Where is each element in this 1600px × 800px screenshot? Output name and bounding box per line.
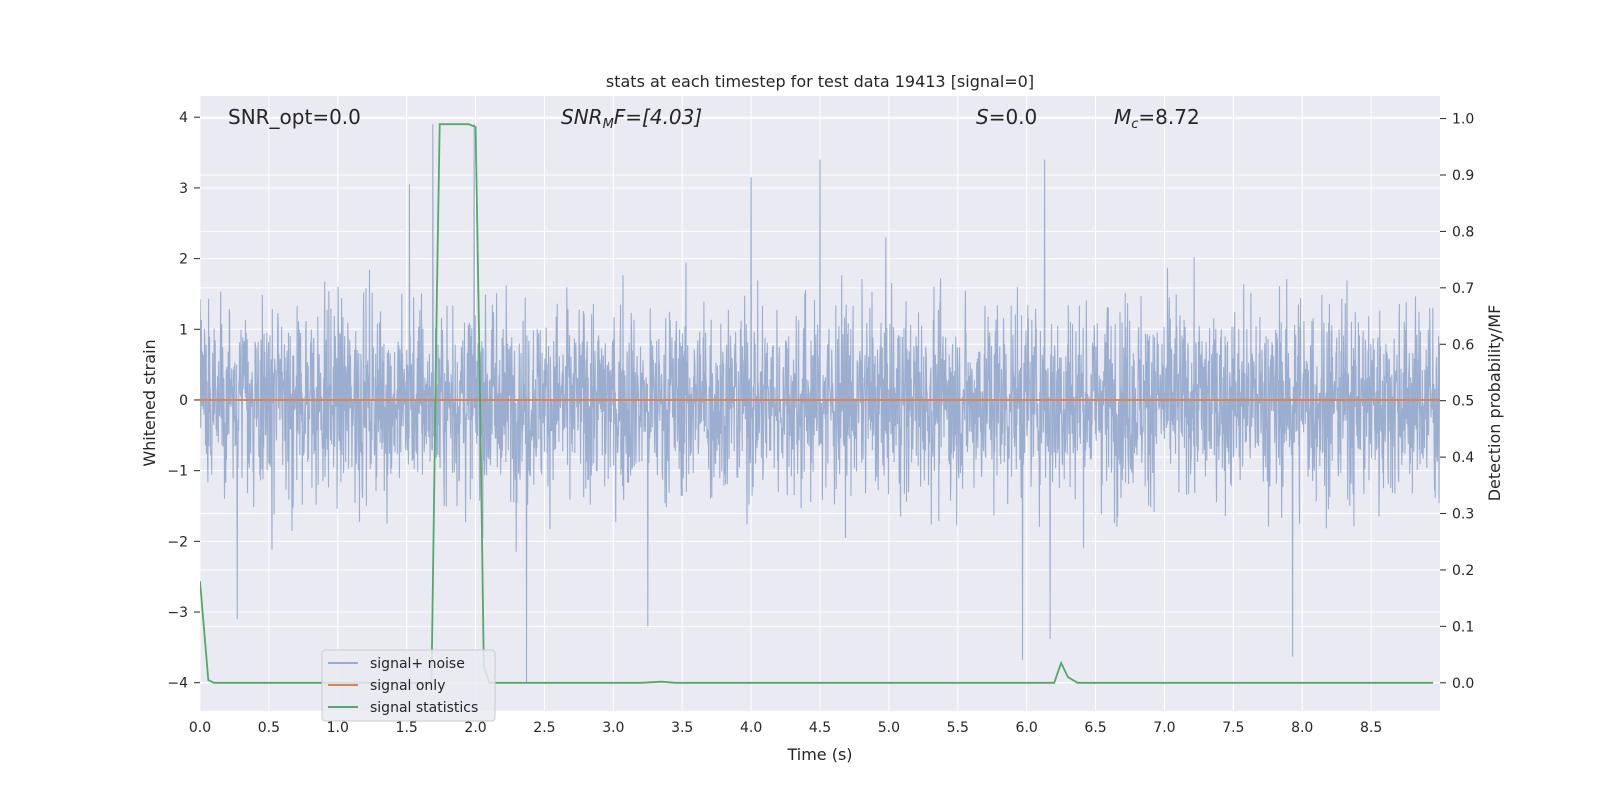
annotation-s-base: S <box>976 105 989 129</box>
signal-noise-line <box>200 124 1440 683</box>
x-tick-label: 8.5 <box>1360 720 1382 736</box>
x-tick-label: 0.0 <box>189 720 211 736</box>
annotation-mc-base: M <box>1114 105 1131 129</box>
annotation-snr-mf: SNRMF=[4.03] <box>561 105 702 132</box>
x-tick-label: 4.5 <box>809 720 831 736</box>
y-left-tick-label: 3 <box>179 181 188 197</box>
x-tick-label: 3.5 <box>671 720 693 736</box>
x-tick-label: 7.5 <box>1222 720 1244 736</box>
legend-box <box>321 649 496 722</box>
annotation-mc-sub: c <box>1131 117 1138 132</box>
y-axis-right-label: Detection probability/MF <box>1485 305 1504 502</box>
chart-title: stats at each timestep for test data 194… <box>606 72 1034 91</box>
annotation-s-rest: =0.0 <box>989 105 1038 129</box>
y-left-tick-label: −3 <box>167 605 188 621</box>
y-right-tick-label: 0.1 <box>1452 619 1474 635</box>
y-left-tick-label: 0 <box>179 393 188 409</box>
y-left-tick-label: −2 <box>167 534 188 550</box>
legend-label-signal-noise: signal+ noise <box>370 656 465 672</box>
x-tick-label: 2.5 <box>533 720 555 736</box>
y-left-tick-label: 1 <box>179 322 188 338</box>
annotation-mc-rest: =8.72 <box>1138 105 1199 129</box>
annotation-snr-mf-rest: F=[4.03] <box>614 105 702 129</box>
y-right-tick-label: 0.0 <box>1452 676 1474 692</box>
y-right-tick-label: 0.2 <box>1452 563 1474 579</box>
y-axis-right-ticks: 1.0 0.9 0.8 0.7 0.6 0.5 0.4 0.3 0.2 0.1 0.0 <box>1440 112 1474 692</box>
legend-label-signal-statistics: signal statistics <box>370 700 478 716</box>
x-tick-label: 6.5 <box>1084 720 1106 736</box>
x-tick-label: 1.5 <box>396 720 418 736</box>
annotation-mc: Mc=8.72 <box>1114 105 1200 132</box>
y-right-tick-label: 0.5 <box>1452 394 1474 410</box>
x-tick-label: 7.0 <box>1153 720 1175 736</box>
x-axis-ticks: 0.0 0.5 1.0 1.5 2.0 2.5 3.0 3.5 4.0 4.5 5.0 5.5 6.0 6… <box>189 720 1382 736</box>
y-left-tick-label: 2 <box>179 252 188 268</box>
x-tick-label: 0.5 <box>258 720 280 736</box>
x-axis-label: Time (s) <box>786 745 852 764</box>
y-right-tick-label: 0.8 <box>1452 224 1474 240</box>
x-tick-label: 2.0 <box>464 720 486 736</box>
annotation-snr-mf-sub: M <box>603 117 614 132</box>
annotation-snr-mf-base: SNR <box>561 105 603 129</box>
y-left-tick-label: −4 <box>167 676 188 692</box>
y-axis-left-ticks: 4 3 2 1 0 −1 −2 −3 −4 <box>167 110 200 692</box>
y-right-tick-label: 0.7 <box>1452 281 1474 297</box>
y-right-tick-label: 0.3 <box>1452 507 1474 523</box>
x-tick-label: 4.0 <box>740 720 762 736</box>
x-tick-label: 8.0 <box>1291 720 1313 736</box>
y-left-tick-label: 4 <box>179 110 188 126</box>
y-right-tick-label: 0.9 <box>1452 168 1474 184</box>
annotation-s: S=0.0 <box>976 105 1037 129</box>
x-tick-label: 1.0 <box>327 720 349 736</box>
x-tick-label: 6.0 <box>1016 720 1038 736</box>
y-right-tick-label: 0.4 <box>1452 450 1474 466</box>
legend-label-signal-only: signal only <box>370 678 445 694</box>
x-tick-label: 5.5 <box>947 720 969 736</box>
y-left-tick-label: −1 <box>167 464 188 480</box>
annotation-snr-opt: SNR_opt=0.0 <box>228 105 361 129</box>
series-signal-noise <box>200 124 1440 683</box>
legend: signal+ noise signal only signal statist… <box>321 649 496 722</box>
y-right-tick-label: 0.6 <box>1452 337 1474 353</box>
x-tick-label: 5.0 <box>878 720 900 736</box>
x-tick-label: 3.0 <box>602 720 624 736</box>
y-right-tick-label: 1.0 <box>1452 112 1474 128</box>
y-axis-left-label: Whitened strain <box>140 339 159 466</box>
